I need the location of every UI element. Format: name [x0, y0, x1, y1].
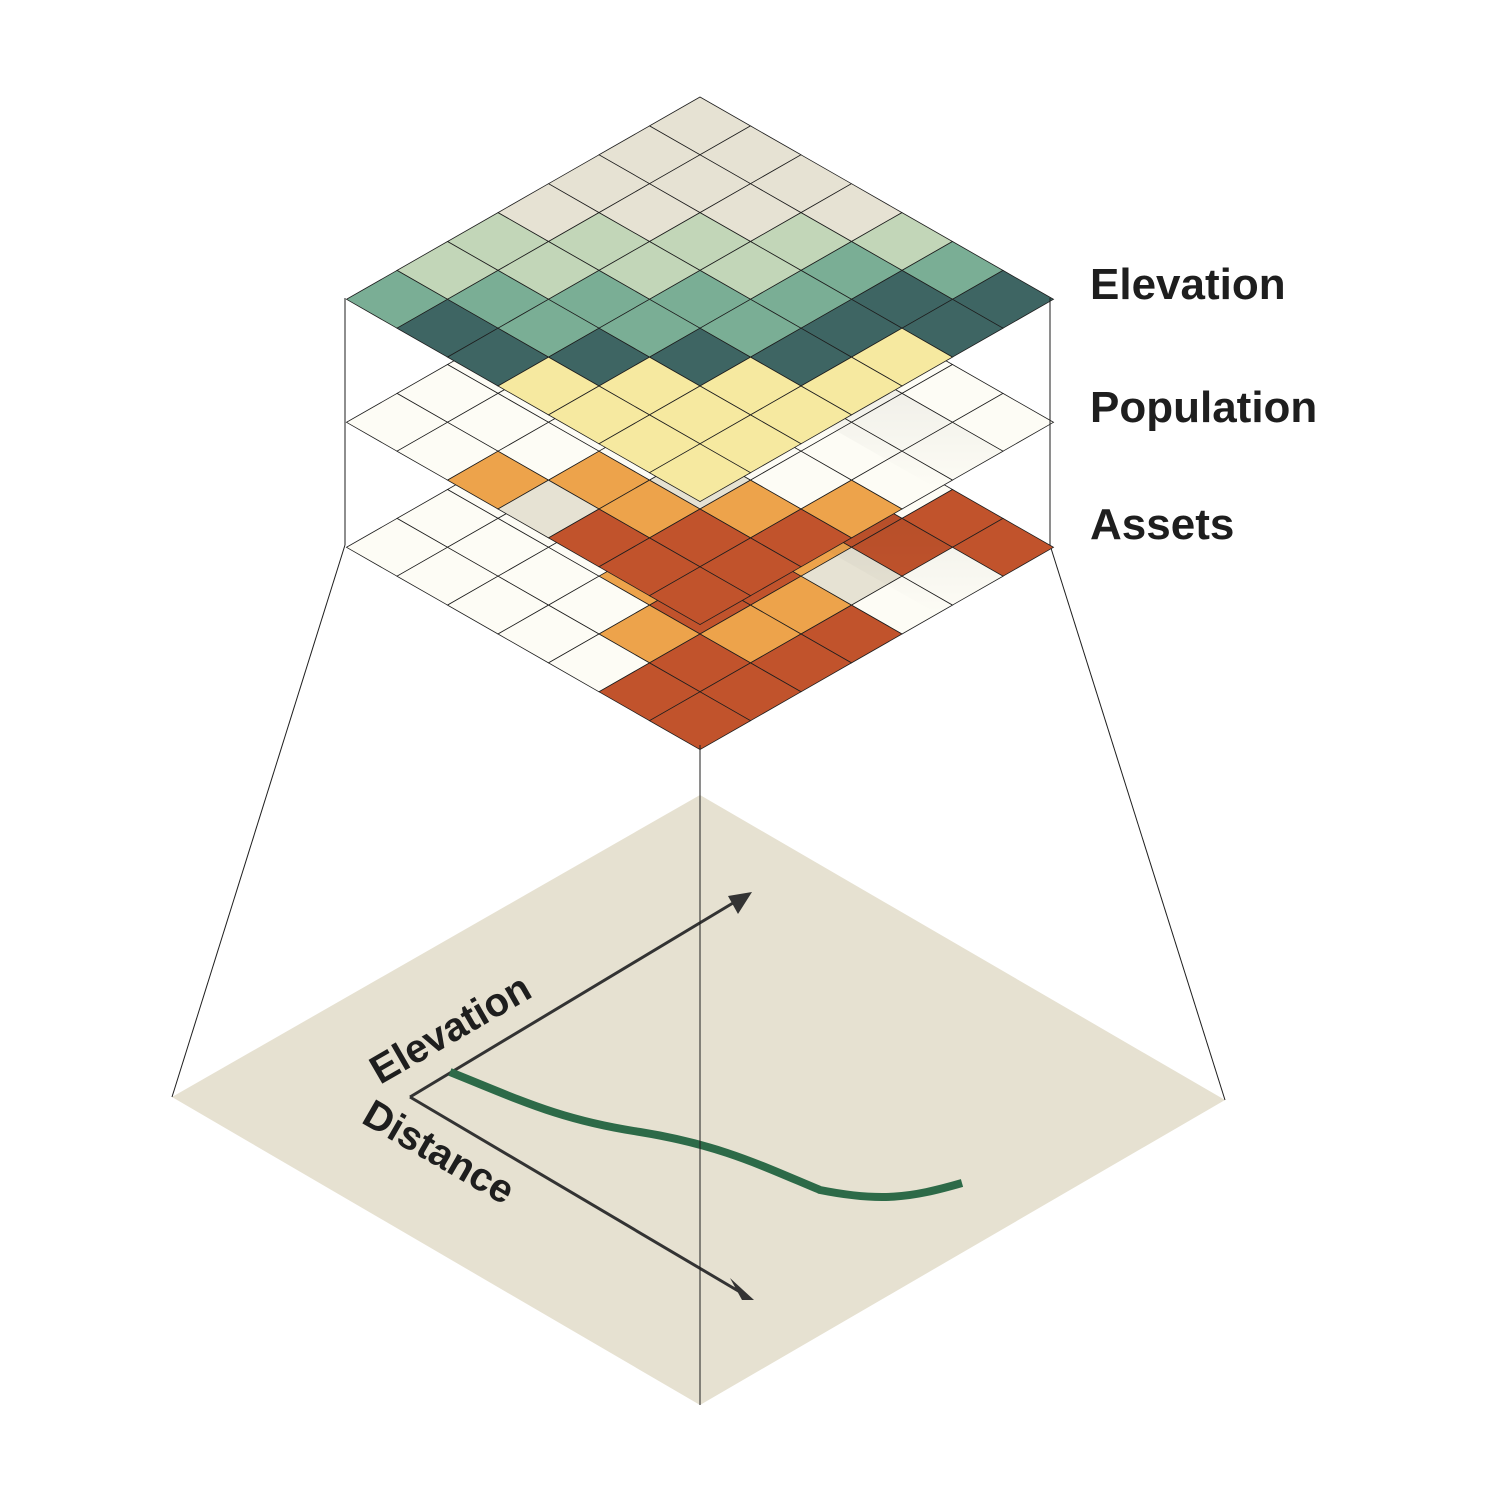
distance-axis — [409, 1095, 741, 1294]
base-panel — [172, 795, 1225, 1405]
layer-label-assets: Assets — [1090, 500, 1235, 549]
elevation-axis — [409, 898, 739, 1099]
grid-cell — [648, 443, 752, 503]
layer-stack — [345, 96, 1055, 751]
projection-line-right — [1049, 544, 1226, 1101]
layer-label-elevation: Elevation — [1090, 260, 1286, 309]
layer-elevation — [345, 96, 1055, 503]
projection-line-left — [171, 544, 346, 1098]
grid-cell — [648, 566, 752, 626]
layer-label-population: Population — [1090, 383, 1318, 432]
elevation-axis-arrow-icon — [728, 892, 752, 914]
elevation-profile-line — [448, 1068, 964, 1202]
distance-axis-arrow-icon — [730, 1278, 754, 1300]
